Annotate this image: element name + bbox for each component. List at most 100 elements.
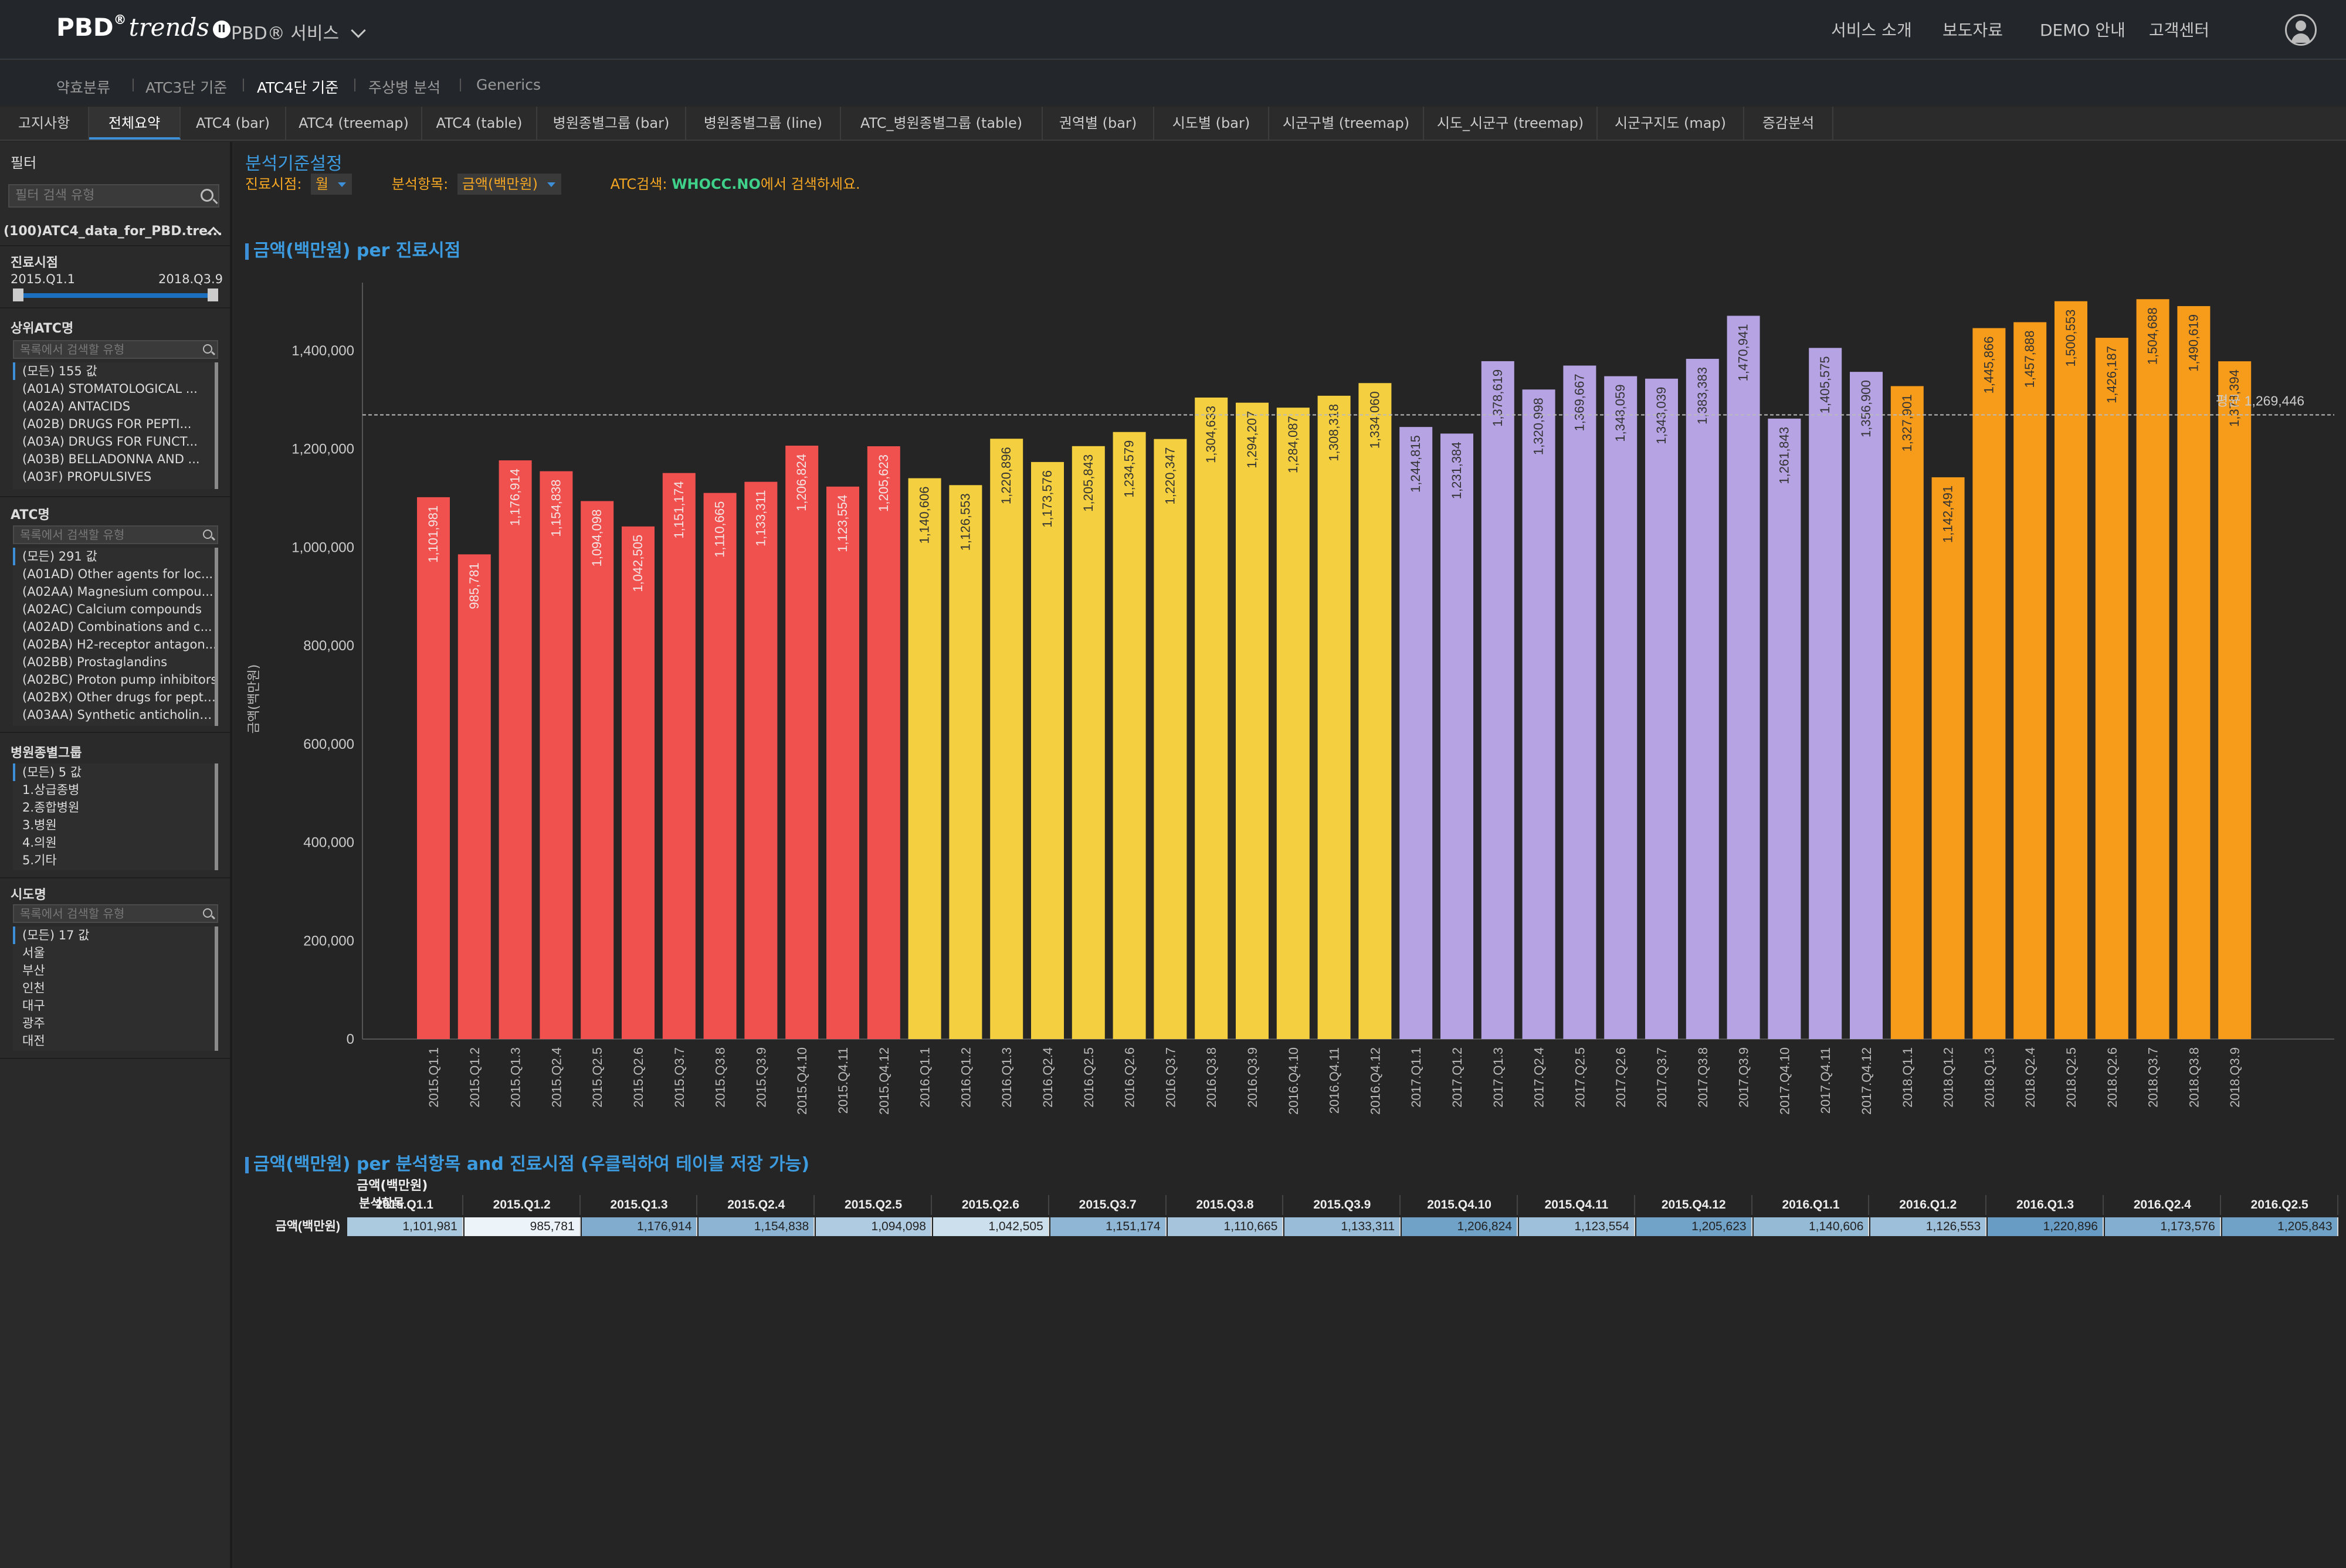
list-item[interactable]: (A02BA) H2-receptor antagon...	[22, 637, 217, 651]
bar	[2218, 361, 2252, 1039]
list-item[interactable]: 광주	[22, 1016, 45, 1030]
bar-value-label: 1,042,505	[630, 535, 645, 592]
atc-name-search[interactable]: 목록에서 검색할 유형	[13, 525, 218, 544]
tab-atc-hospital-table[interactable]: ATC_병원종별그룹 (table)	[841, 107, 1043, 140]
bar	[1890, 386, 1924, 1039]
bar-value-label: 1,110,665	[713, 501, 727, 558]
x-tick-label: 2018.Q1.3	[1982, 1047, 1996, 1108]
list-item[interactable]: 4.의원	[22, 836, 57, 850]
x-tick-label: 2015.Q1.2	[467, 1047, 482, 1108]
list-item[interactable]: (모든) 17 값	[13, 926, 218, 944]
bar	[1931, 477, 1965, 1039]
province-search[interactable]: 목록에서 검색할 유형	[13, 904, 218, 923]
tab-region-bar[interactable]: 권역별 (bar)	[1043, 107, 1154, 140]
y-tick-label: 200,000	[303, 933, 354, 949]
slider-handle-start[interactable]	[13, 289, 23, 301]
slider-handle-end[interactable]	[208, 289, 218, 301]
list-item[interactable]: (모든) 155 값	[13, 362, 218, 380]
tab-district-map[interactable]: 시군구지도 (map)	[1598, 107, 1744, 140]
list-item[interactable]: (A01A) STOMATOLOGICAL ...	[22, 382, 198, 396]
subnav-generics[interactable]: Generics	[476, 76, 541, 93]
y-tick-label: 400,000	[303, 835, 354, 851]
upper-atc-search[interactable]: 목록에서 검색할 유형	[13, 340, 218, 359]
list-item[interactable]: 서울	[22, 946, 45, 960]
service-menu[interactable]: PBD® 서비스	[231, 19, 366, 45]
subnav-divider	[243, 79, 244, 91]
list-item[interactable]: 부산	[22, 963, 45, 978]
x-tick-label: 2017.Q1.2	[1450, 1047, 1464, 1108]
list-item[interactable]: (A03B) BELLADONNA AND ...	[22, 452, 200, 466]
list-item[interactable]: (A02BC) Proton pump inhibitors	[22, 673, 218, 687]
pbd-trends-logo[interactable]: PBD®trends II	[56, 13, 230, 42]
list-item[interactable]: (A02BB) Prostaglandins	[22, 655, 168, 669]
period-select[interactable]: 월	[311, 174, 352, 195]
bar	[744, 481, 778, 1039]
list-item[interactable]: (A03F) PROPULSIVES	[22, 470, 152, 484]
tab-district-treemap[interactable]: 시군구별 (treemap)	[1269, 107, 1424, 140]
list-item[interactable]: (모든) 5 값	[13, 763, 218, 781]
tab-atc4-table[interactable]: ATC4 (table)	[422, 107, 537, 140]
bar-value-label: 1,205,623	[876, 454, 891, 512]
nav-service-intro[interactable]: 서비스 소개	[1831, 21, 1912, 40]
user-icon[interactable]	[2285, 14, 2317, 46]
list-item[interactable]: (A02AD) Combinations and c...	[22, 620, 212, 634]
tab-notice[interactable]: 고지사항	[0, 107, 89, 140]
list-item[interactable]: 5.기타	[22, 853, 57, 867]
tab-change-analysis[interactable]: 증감분석	[1744, 107, 1833, 140]
bar	[1154, 439, 1187, 1039]
item-setting-label: 분석항목:	[391, 176, 449, 192]
list-item[interactable]: (A02BX) Other drugs for pepti...	[22, 690, 218, 704]
subnav-disease[interactable]: 주상병 분석	[368, 79, 440, 96]
list-item[interactable]: (모든) 291 값	[13, 548, 218, 565]
scrollbar[interactable]	[215, 763, 218, 870]
subnav-atc4[interactable]: ATC4단 기준	[257, 79, 339, 96]
tab-hospital-bar[interactable]: 병원종별그룹 (bar)	[537, 107, 686, 140]
bar	[2013, 322, 2047, 1039]
nav-press[interactable]: 보도자료	[1942, 21, 2003, 40]
scrollbar[interactable]	[215, 548, 218, 726]
upper-atc-list[interactable]: (모든) 155 값 (A01A) STOMATOLOGICAL ... (A0…	[13, 362, 218, 489]
tab-atc4-treemap[interactable]: ATC4 (treemap)	[286, 107, 422, 140]
x-tick-label: 2015.Q2.5	[590, 1047, 605, 1108]
subnav-efficacy[interactable]: 약효분류	[56, 79, 111, 96]
list-item[interactable]: (A03AA) Synthetic anticholine...	[22, 708, 218, 722]
table-cell: 1,176,914	[581, 1217, 698, 1236]
tab-province-district-treemap[interactable]: 시도_시군구 (treemap)	[1424, 107, 1598, 140]
province-list[interactable]: (모든) 17 값 서울 부산 인천 대구 광주 대전	[13, 926, 218, 1051]
filter-search-input[interactable]: 필터 검색 유형	[8, 184, 219, 208]
hospital-group-list[interactable]: (모든) 5 값 1.상급종병 2.종합병원 3.병원 4.의원 5.기타	[13, 763, 218, 870]
list-item[interactable]: (A03A) DRUGS FOR FUNCT...	[22, 435, 198, 449]
table-cell: 1,205,623	[1636, 1217, 1752, 1236]
tab-hospital-line[interactable]: 병원종별그룹 (line)	[686, 107, 841, 140]
list-item[interactable]: 2.종합병원	[22, 800, 80, 814]
period-slider[interactable]	[13, 293, 218, 298]
scrollbar[interactable]	[215, 362, 218, 489]
bar-value-label: 1,500,553	[2063, 310, 2078, 367]
list-item[interactable]: (A02AC) Calcium compounds	[22, 602, 202, 616]
item-select[interactable]: 금액(백만원)	[457, 174, 561, 195]
list-item[interactable]: 대전	[22, 1034, 45, 1048]
tab-summary[interactable]: 전체요약	[89, 107, 181, 140]
list-item[interactable]: 대구	[22, 999, 45, 1013]
y-tick-label: 800,000	[303, 638, 354, 654]
nav-demo[interactable]: DEMO 안내	[2040, 21, 2125, 40]
bar	[2177, 306, 2211, 1039]
list-item[interactable]: (A02AA) Magnesium compou...	[22, 585, 213, 599]
nav-customer-center[interactable]: 고객센터	[2149, 21, 2210, 40]
list-item[interactable]: 1.상급종병	[22, 783, 80, 797]
whocc-link[interactable]: WHOCC.NO	[672, 176, 761, 192]
list-item[interactable]: (A01AD) Other agents for loc...	[22, 567, 213, 581]
logo-text: PBD	[56, 13, 114, 42]
tab-province-bar[interactable]: 시도별 (bar)	[1154, 107, 1269, 140]
x-tick-label: 2015.Q3.8	[713, 1047, 728, 1108]
list-item[interactable]: 3.병원	[22, 818, 57, 832]
list-item[interactable]: (A02A) ANTACIDS	[22, 399, 131, 413]
bar-value-label: 1,356,900	[1859, 380, 1873, 437]
atc-name-list[interactable]: (모든) 291 값 (A01AD) Other agents for loc.…	[13, 548, 218, 726]
subnav-atc3[interactable]: ATC3단 기준	[145, 79, 228, 96]
list-item[interactable]: (A02B) DRUGS FOR PEPTI...	[22, 417, 192, 431]
x-tick-label: 2016.Q2.4	[1040, 1047, 1055, 1108]
list-item[interactable]: 인천	[22, 981, 45, 995]
scrollbar[interactable]	[215, 926, 218, 1051]
tab-atc4-bar[interactable]: ATC4 (bar)	[181, 107, 286, 140]
